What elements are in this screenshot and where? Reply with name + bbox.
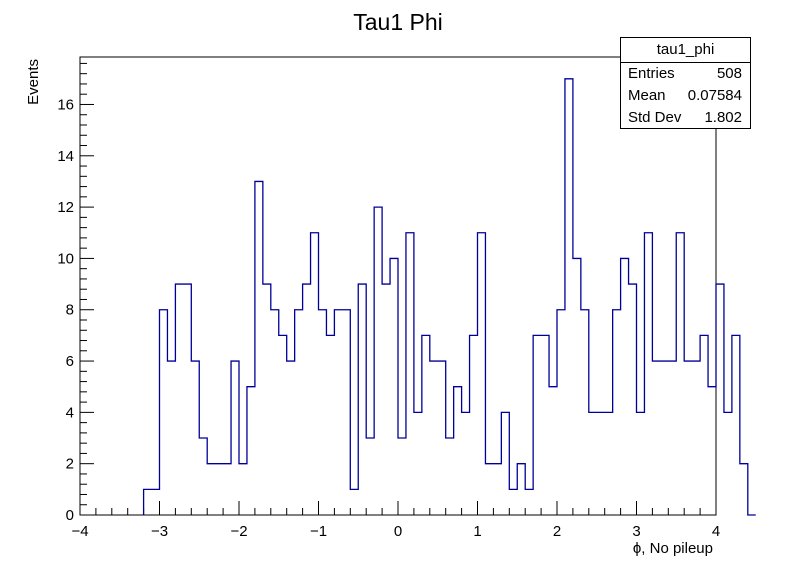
y-tick-label: 6 — [66, 353, 74, 370]
stats-entries-label: Entries — [628, 65, 675, 82]
x-tick-label: 4 — [712, 523, 720, 540]
stats-mean-label: Mean — [628, 87, 666, 104]
stats-mean-row: Mean 0.07584 — [621, 85, 750, 107]
x-tick-label: −1 — [310, 523, 327, 540]
y-tick-label: 0 — [66, 507, 74, 524]
y-tick-label: 16 — [57, 96, 74, 113]
y-tick-label: 8 — [66, 302, 74, 319]
chart-title: Tau1 Phi — [353, 9, 443, 35]
stats-box: tau1_phi Entries 508 Mean 0.07584 Std De… — [620, 37, 751, 129]
x-tick-label: −4 — [71, 523, 88, 540]
x-axis-label: ϕ, No pileup — [633, 540, 713, 557]
x-tick-label: 1 — [473, 523, 481, 540]
x-tick-label: 3 — [632, 523, 640, 540]
x-tick-label: 2 — [553, 523, 561, 540]
y-axis-label: Events — [25, 59, 42, 105]
stats-std-label: Std Dev — [628, 109, 682, 126]
x-tick-label: 0 — [394, 523, 402, 540]
x-tick-label: −3 — [151, 523, 168, 540]
x-tick-label: −2 — [230, 523, 247, 540]
y-tick-label: 14 — [57, 148, 74, 165]
y-tick-label: 10 — [57, 250, 74, 267]
y-tick-label: 4 — [66, 404, 74, 421]
y-tick-label: 2 — [66, 456, 74, 473]
stats-std-value: 1.802 — [704, 109, 742, 126]
histogram-line — [142, 78, 756, 516]
stats-entries-row: Entries 508 — [621, 63, 750, 85]
stats-mean-value: 0.07584 — [687, 87, 742, 104]
y-tick-label: 12 — [57, 199, 74, 216]
stats-std-row: Std Dev 1.802 — [621, 107, 750, 129]
stats-box-title: tau1_phi — [621, 38, 750, 63]
stats-entries-value: 508 — [716, 65, 742, 82]
